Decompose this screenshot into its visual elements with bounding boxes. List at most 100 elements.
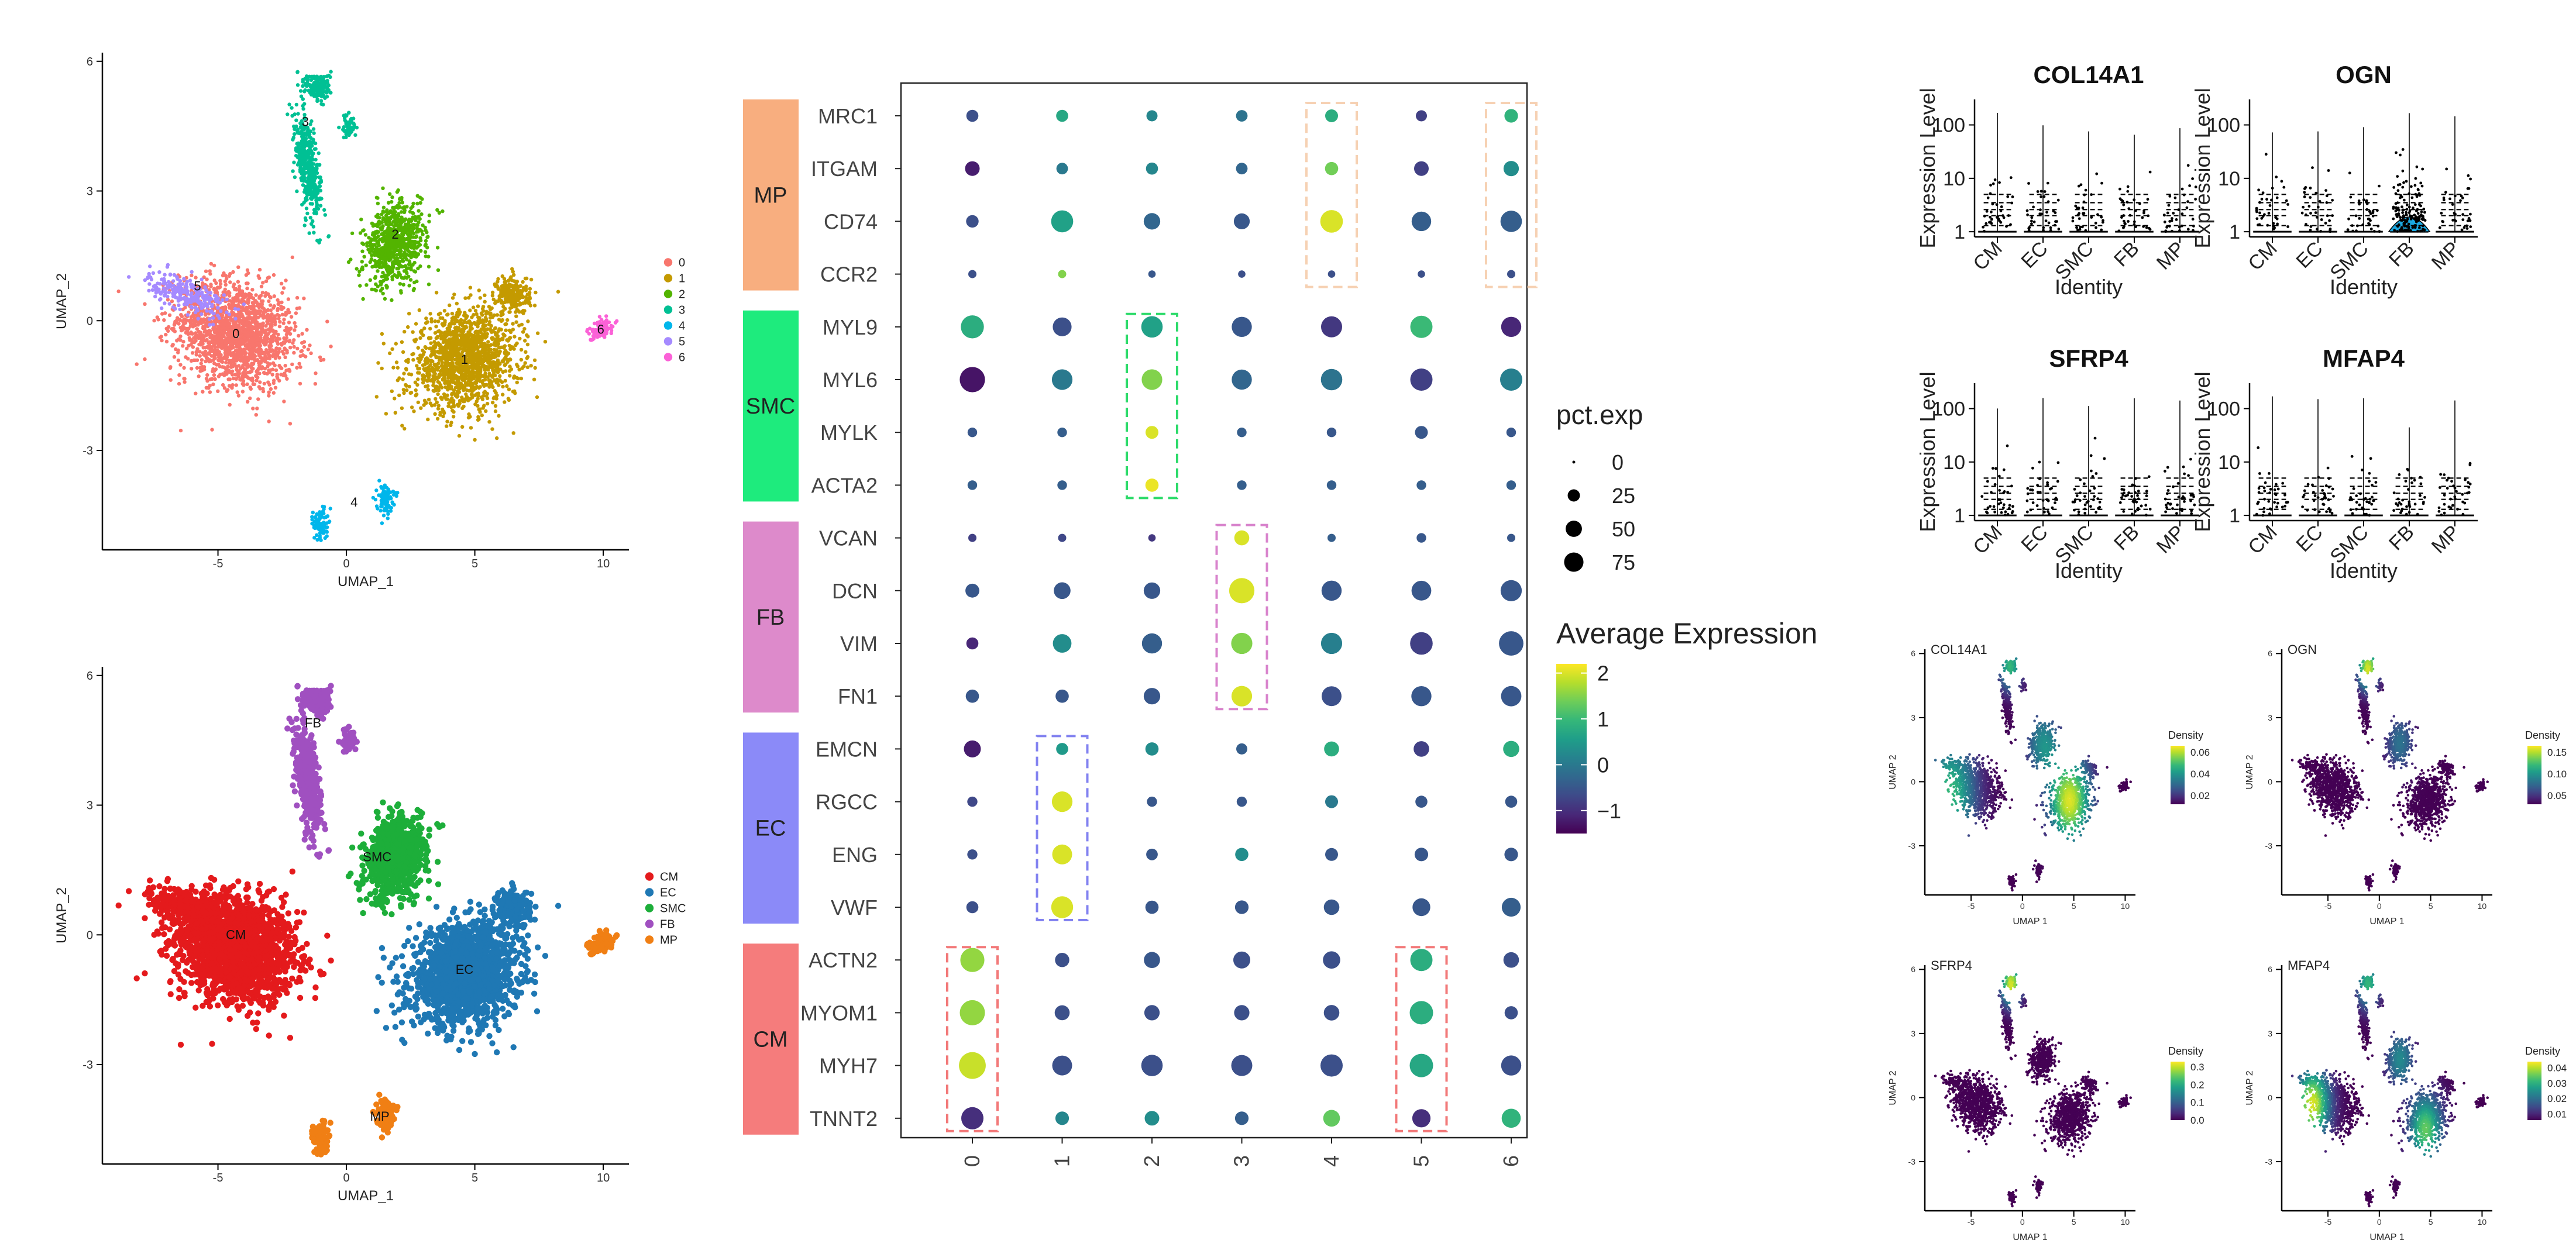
a-point <box>439 333 442 337</box>
a-point <box>254 374 258 378</box>
a-point <box>273 294 276 298</box>
a-point <box>484 347 487 351</box>
a-point <box>257 361 260 365</box>
a-point <box>287 330 290 334</box>
a-point <box>511 390 515 393</box>
a-point <box>491 401 494 404</box>
a-point <box>477 391 480 395</box>
a-point <box>513 288 517 291</box>
a-point <box>329 91 332 94</box>
a-point <box>436 417 439 421</box>
a-point <box>298 382 302 385</box>
a-point <box>362 242 365 246</box>
a-point <box>382 206 386 209</box>
a-point <box>269 387 273 391</box>
a-point <box>515 308 519 311</box>
a-point <box>219 309 222 313</box>
a-point <box>449 398 452 402</box>
a-point <box>193 359 197 362</box>
a-point <box>288 369 291 373</box>
a-point <box>512 376 515 380</box>
a-point <box>494 355 497 359</box>
a-point <box>263 335 267 338</box>
a-point <box>514 300 517 304</box>
a-point <box>284 278 287 282</box>
a-point <box>294 311 298 315</box>
a-point <box>304 132 307 136</box>
a-point <box>245 321 248 325</box>
a-point <box>320 95 324 98</box>
a-point <box>295 347 299 350</box>
a-point <box>231 370 234 373</box>
a-point <box>314 147 317 150</box>
a-point <box>329 70 332 73</box>
a-point <box>359 218 363 221</box>
a-point <box>164 333 167 336</box>
a-point <box>441 209 444 213</box>
a-point <box>497 414 500 418</box>
a-point <box>263 294 267 298</box>
a-point <box>391 366 395 369</box>
a-point <box>469 426 473 429</box>
a-point <box>427 283 431 286</box>
a-point <box>445 394 449 397</box>
a-point <box>480 414 484 417</box>
a-point <box>444 356 448 359</box>
a-point <box>284 311 288 314</box>
a-point <box>477 408 481 411</box>
a-point <box>462 375 465 378</box>
a-point <box>387 238 390 242</box>
a-point <box>293 321 296 325</box>
a-point <box>290 114 294 118</box>
a-point <box>166 263 170 267</box>
a-point <box>216 353 220 357</box>
a-point <box>246 347 250 350</box>
a-point <box>278 320 281 323</box>
a-point <box>162 318 166 322</box>
a-point <box>302 297 305 300</box>
a-point <box>318 181 321 185</box>
a-point <box>201 351 205 354</box>
a-point <box>273 353 276 356</box>
a-point <box>512 431 515 435</box>
a-point <box>322 208 326 212</box>
a-point <box>261 291 264 294</box>
a-point <box>501 284 504 287</box>
a-point <box>247 292 251 295</box>
a-point <box>262 316 265 319</box>
a-point <box>307 192 311 196</box>
a-point <box>257 385 261 388</box>
a-point <box>317 241 321 244</box>
a-point <box>504 322 508 326</box>
a-point <box>516 377 520 380</box>
a-point <box>402 388 405 391</box>
a-point <box>209 283 212 286</box>
a-point <box>495 436 498 440</box>
a-point <box>500 319 503 323</box>
a-point <box>507 286 510 290</box>
a-point <box>192 340 196 343</box>
a-point <box>419 407 422 410</box>
a-point <box>254 326 257 330</box>
a-point <box>236 308 240 311</box>
a-point <box>205 330 208 333</box>
a-point <box>394 257 398 260</box>
a-point <box>384 213 388 217</box>
a-point <box>182 366 185 370</box>
a-point <box>362 255 366 259</box>
a-point <box>528 287 532 291</box>
a-point <box>212 342 215 345</box>
a-point <box>267 419 271 423</box>
a-point <box>380 248 384 252</box>
a-point <box>179 429 183 432</box>
a-point <box>409 278 412 281</box>
a-point <box>280 282 283 285</box>
a-point <box>257 341 260 345</box>
a-point <box>504 297 507 301</box>
a-point <box>509 330 513 334</box>
a-point <box>438 329 441 333</box>
a-point <box>466 343 470 346</box>
a-point <box>228 280 232 284</box>
a-point <box>467 376 471 380</box>
a-point <box>496 313 499 316</box>
